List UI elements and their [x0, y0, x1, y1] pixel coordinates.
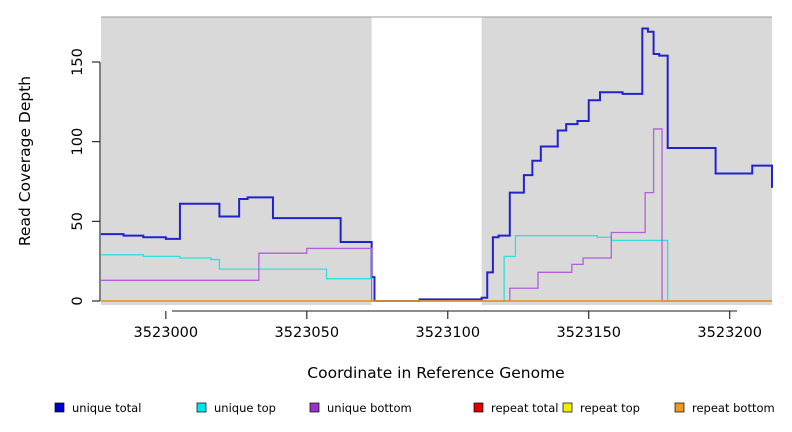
legend-item-unique-bottom[interactable]: unique bottom: [309, 401, 412, 415]
y-axis-tick-labels: 0 50 100 150: [70, 48, 86, 305]
x-axis-tick-labels: 3523000 3523050 3523100 3523150 3523200: [134, 325, 762, 341]
legend-swatch-icon: [196, 402, 207, 413]
legend-swatch-icon: [473, 402, 484, 413]
y-tick-label: 50: [70, 212, 86, 230]
x-axis-ticks: [165, 311, 731, 319]
legend-swatch-icon: [54, 402, 65, 413]
x-tick-label: 3523200: [697, 325, 762, 341]
legend-label: unique bottom: [327, 401, 412, 415]
y-axis: 0 50 100 150 Read Coverage Depth: [16, 48, 101, 306]
chart-legend: unique total unique top unique bottom repea…: [54, 401, 775, 415]
legend-label: repeat top: [580, 401, 640, 415]
legend-label: repeat total: [491, 401, 558, 415]
legend-swatch-icon: [562, 402, 573, 413]
x-tick-label: 3523000: [134, 325, 199, 341]
legend-swatch-icon: [674, 402, 685, 413]
y-tick-label: 0: [70, 296, 86, 305]
series-line-unique-total: [101, 27, 773, 302]
legend-item-repeat-total[interactable]: repeat total: [473, 401, 558, 415]
legend-label: unique total: [72, 401, 141, 415]
x-tick-label: 3523050: [275, 325, 340, 341]
x-tick-label: 3523100: [415, 325, 480, 341]
legend-label: unique top: [214, 401, 276, 415]
y-tick-label: 100: [70, 128, 86, 156]
legend-item-unique-total[interactable]: unique total: [54, 401, 141, 415]
y-tick-label: 150: [70, 48, 86, 76]
x-axis-title: Coordinate in Reference Genome: [307, 364, 564, 382]
coverage-gap-region: [371, 17, 482, 305]
x-tick-label: 3523150: [556, 325, 621, 341]
legend-item-repeat-top[interactable]: repeat top: [562, 401, 640, 415]
x-axis: 3523000 3523050 3523100 3523150 3523200 Coor…: [134, 310, 762, 382]
legend-item-repeat-bottom[interactable]: repeat bottom: [674, 401, 775, 415]
legend-label: repeat bottom: [692, 401, 775, 415]
series-group: [101, 27, 773, 302]
y-axis-title: Read Coverage Depth: [16, 76, 34, 246]
legend-swatch-icon: [309, 402, 320, 413]
legend-item-unique-top[interactable]: unique top: [196, 401, 276, 415]
y-axis-ticks: [92, 61, 100, 302]
